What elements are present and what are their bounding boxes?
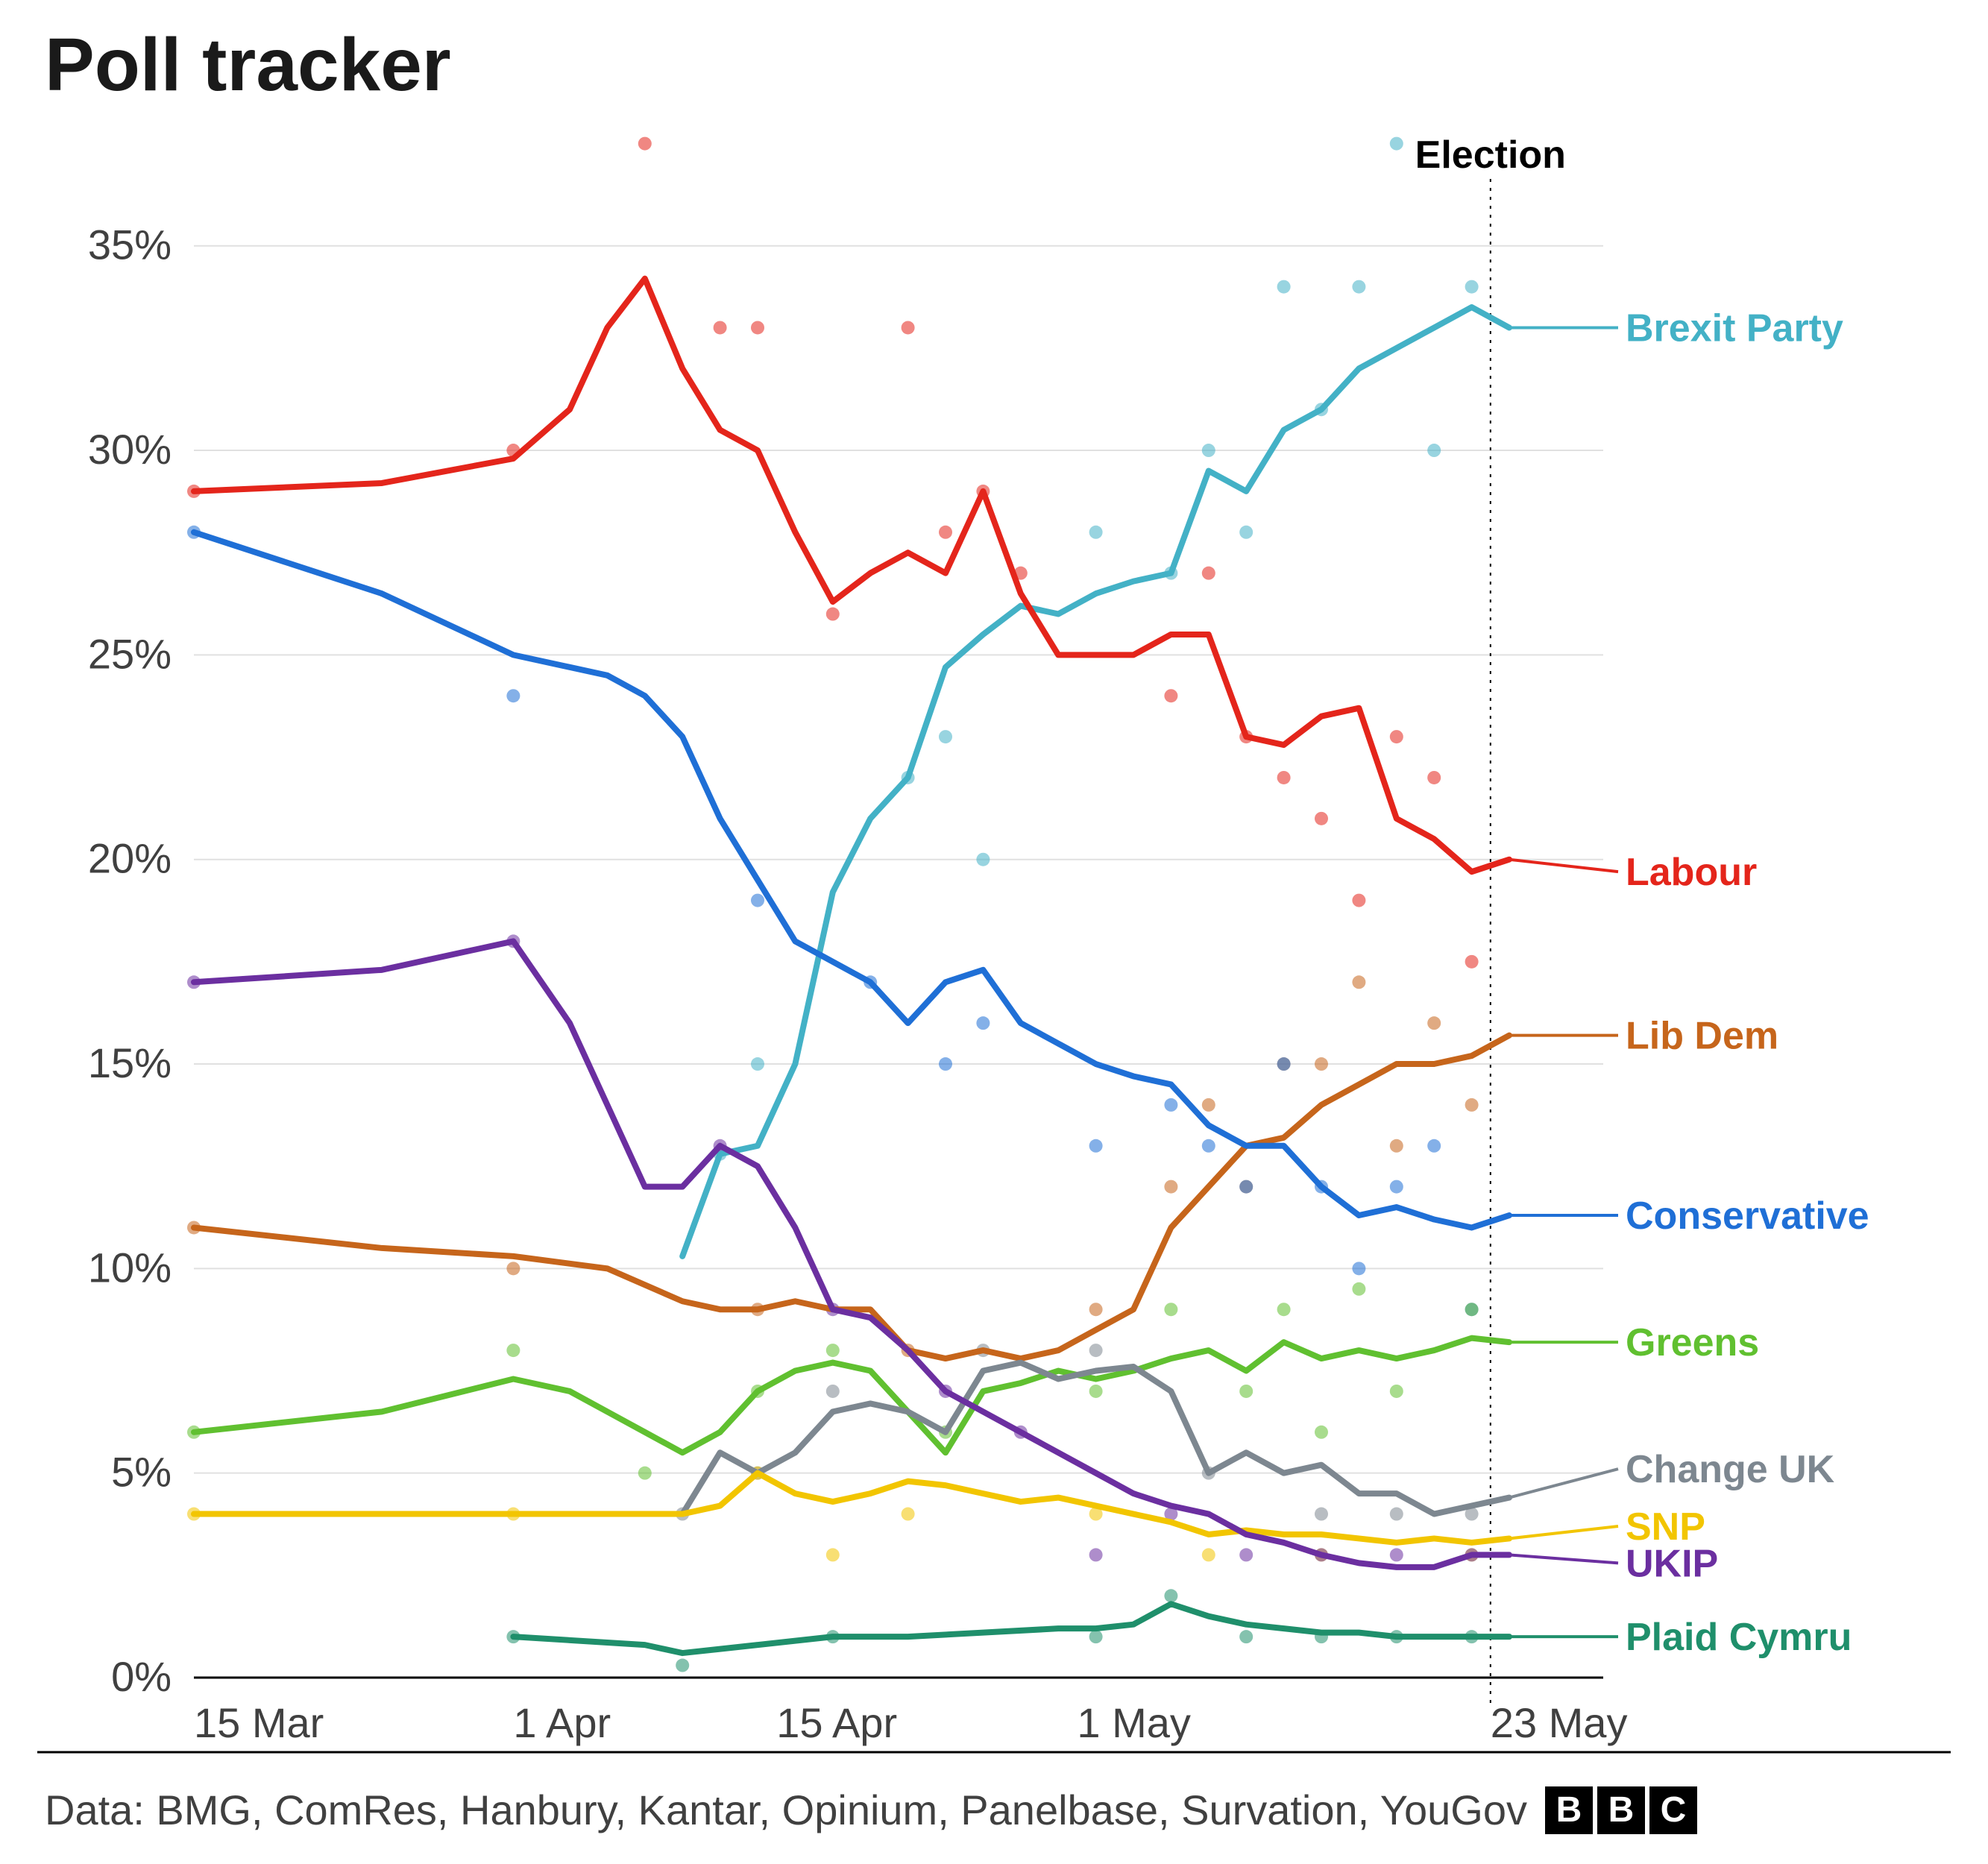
svg-text:15 Apr: 15 Apr xyxy=(776,1699,897,1746)
svg-text:Election: Election xyxy=(1415,133,1566,177)
svg-text:UKIP: UKIP xyxy=(1626,1542,1718,1585)
svg-text:25%: 25% xyxy=(88,630,172,677)
svg-text:35%: 35% xyxy=(88,221,172,268)
svg-text:Brexit Party: Brexit Party xyxy=(1626,306,1843,350)
bbc-logo: B B C xyxy=(1545,1786,1697,1834)
svg-text:0%: 0% xyxy=(111,1653,172,1700)
svg-text:Labour: Labour xyxy=(1626,851,1757,894)
poll-tracker-chart: Poll tracker 0%5%10%15%20%25%30%35%15 Ma… xyxy=(0,0,1988,1864)
svg-text:Conservative: Conservative xyxy=(1626,1194,1869,1238)
svg-text:10%: 10% xyxy=(88,1244,172,1291)
svg-text:Lib Dem: Lib Dem xyxy=(1626,1015,1778,1058)
svg-text:1 May: 1 May xyxy=(1077,1699,1191,1746)
svg-text:Change UK: Change UK xyxy=(1626,1448,1835,1491)
svg-text:15%: 15% xyxy=(88,1039,172,1086)
svg-text:Greens: Greens xyxy=(1626,1321,1759,1364)
footer-text: Data: BMG, ComRes, Hanbury, Kantar, Opin… xyxy=(45,1786,1527,1834)
svg-text:30%: 30% xyxy=(88,426,172,473)
svg-text:5%: 5% xyxy=(111,1449,172,1496)
chart-footer: Data: BMG, ComRes, Hanbury, Kantar, Opin… xyxy=(45,1786,1697,1834)
chart-svg: 0% 5% 10% 15% 20% 25% 30% 35% 15 Mar 1 Apr 15 Apr 1… xyxy=(0,0,1988,1864)
svg-text:23 May: 23 May xyxy=(1491,1699,1628,1746)
svg-text:15 Mar: 15 Mar xyxy=(194,1699,324,1746)
svg-text:20%: 20% xyxy=(88,835,172,882)
svg-text:Plaid Cymru: Plaid Cymru xyxy=(1626,1616,1852,1659)
svg-text:1 Apr: 1 Apr xyxy=(513,1699,611,1746)
